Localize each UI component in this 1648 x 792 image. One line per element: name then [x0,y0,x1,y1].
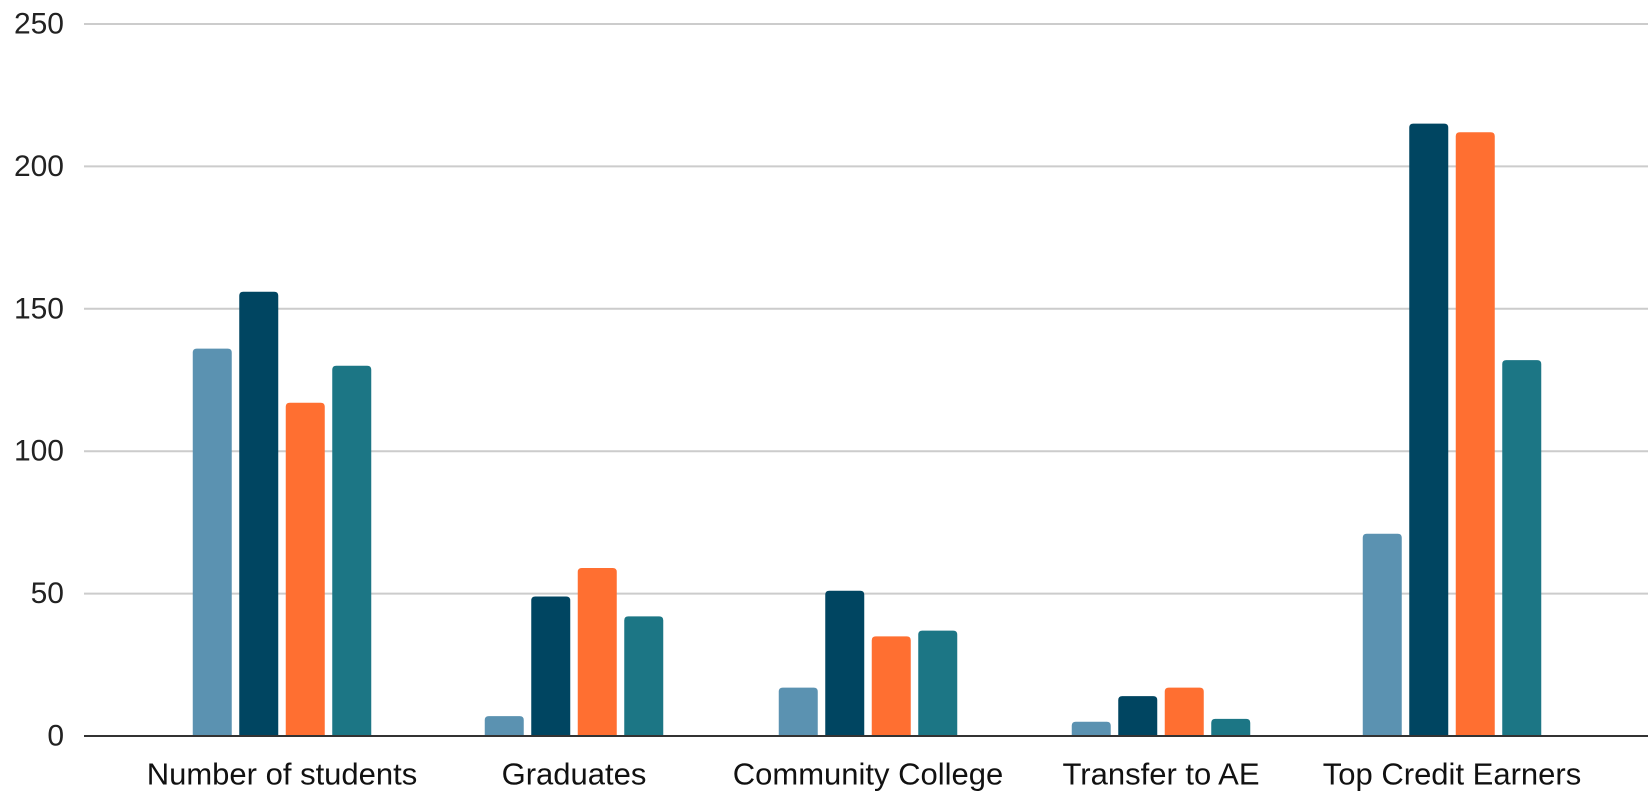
x-category-label: Transfer to AE [1063,757,1260,792]
bar [531,596,571,736]
y-tick-label: 100 [14,435,64,468]
bar [239,291,279,736]
x-category-label: Community College [733,757,1004,792]
bar [1071,721,1111,736]
x-category-label: Top Credit Earners [1323,757,1581,792]
bar [1409,123,1449,737]
bar [484,716,524,736]
x-axis-category-labels: Number of students Graduates Community Col… [147,757,1581,792]
bar [332,365,372,736]
y-axis-tick-labels: 0 50 100 150 200 250 [14,8,64,753]
bar [778,687,818,736]
bar [285,402,325,736]
bar [577,567,617,736]
y-tick-label: 50 [31,577,64,610]
bar [825,590,865,736]
x-category-label: Number of students [147,757,418,792]
y-tick-label: 250 [14,8,64,41]
y-tick-label: 200 [14,150,64,183]
bar [1502,360,1542,736]
bar [1362,533,1402,736]
bar [1455,132,1495,736]
bar [1211,718,1251,736]
bar [1118,696,1158,736]
bar [918,630,958,736]
y-tick-label: 150 [14,292,64,325]
bar [192,348,232,736]
x-category-label: Graduates [502,757,647,792]
y-tick-label: 0 [47,720,64,753]
bar [1164,687,1204,736]
bar [624,616,664,736]
bar [871,636,911,736]
bars [192,123,1542,737]
